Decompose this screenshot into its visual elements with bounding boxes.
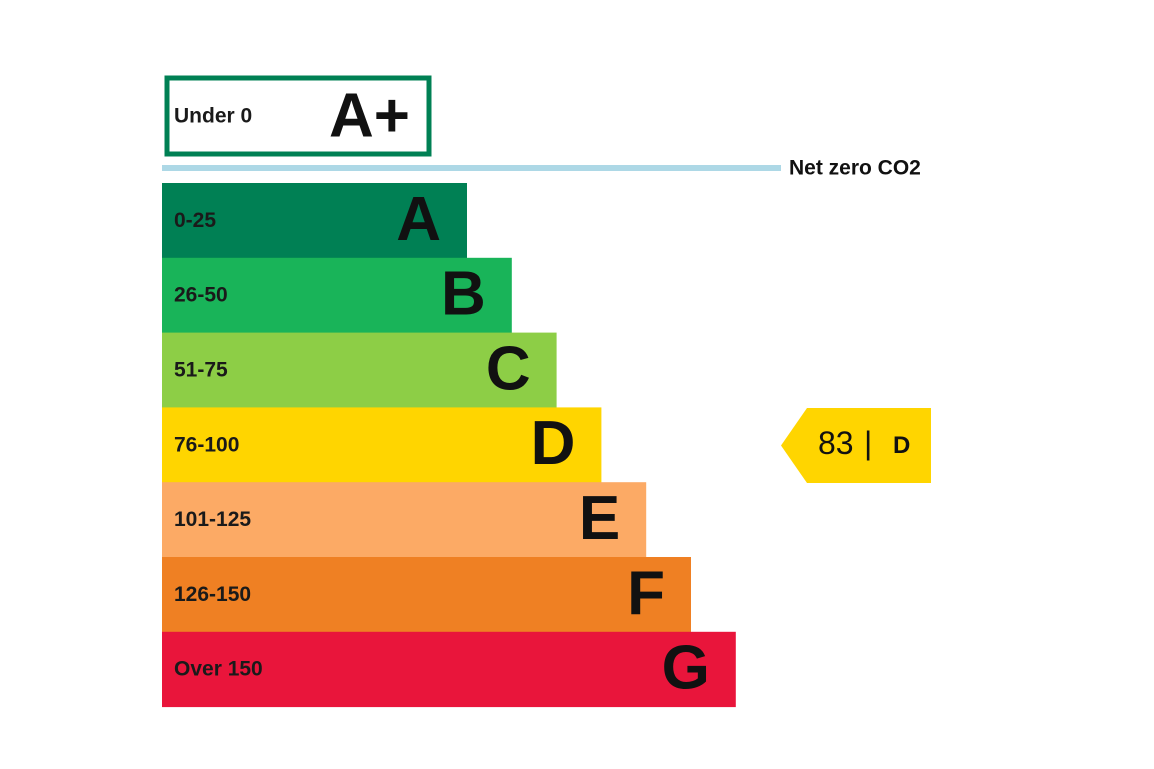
band-range: 101-125 bbox=[174, 508, 251, 531]
band-bar bbox=[162, 631, 736, 708]
band-range: 76-100 bbox=[174, 433, 239, 456]
top-band-letter: A+ bbox=[329, 81, 410, 150]
band-bar bbox=[162, 332, 557, 408]
rating-letter: D bbox=[893, 432, 910, 459]
band-letter: C bbox=[486, 334, 531, 403]
band-letter: A bbox=[396, 185, 441, 254]
band-letter: G bbox=[662, 634, 710, 703]
band-bar bbox=[162, 257, 512, 334]
band-letter: E bbox=[579, 484, 620, 553]
band-bar bbox=[162, 557, 691, 633]
rating-score: 83 bbox=[818, 425, 854, 461]
rating-separator: | bbox=[864, 425, 872, 461]
band-letter: D bbox=[531, 409, 576, 478]
band-range: Over 150 bbox=[174, 658, 263, 681]
band-range: 26-50 bbox=[174, 284, 228, 307]
band-letter: F bbox=[627, 559, 665, 628]
band-letter: B bbox=[441, 260, 486, 329]
rating-arrow bbox=[781, 408, 931, 483]
band-bar bbox=[162, 482, 647, 558]
band-bar bbox=[162, 407, 602, 483]
top-band-box bbox=[164, 75, 432, 157]
top-band-range: Under 0 bbox=[174, 105, 252, 128]
band-range: 0-25 bbox=[174, 209, 216, 232]
net-zero-label: Net zero CO2 bbox=[789, 157, 921, 180]
band-bar bbox=[162, 183, 467, 259]
band-range: 51-75 bbox=[174, 359, 228, 382]
band-range: 126-150 bbox=[174, 583, 251, 606]
